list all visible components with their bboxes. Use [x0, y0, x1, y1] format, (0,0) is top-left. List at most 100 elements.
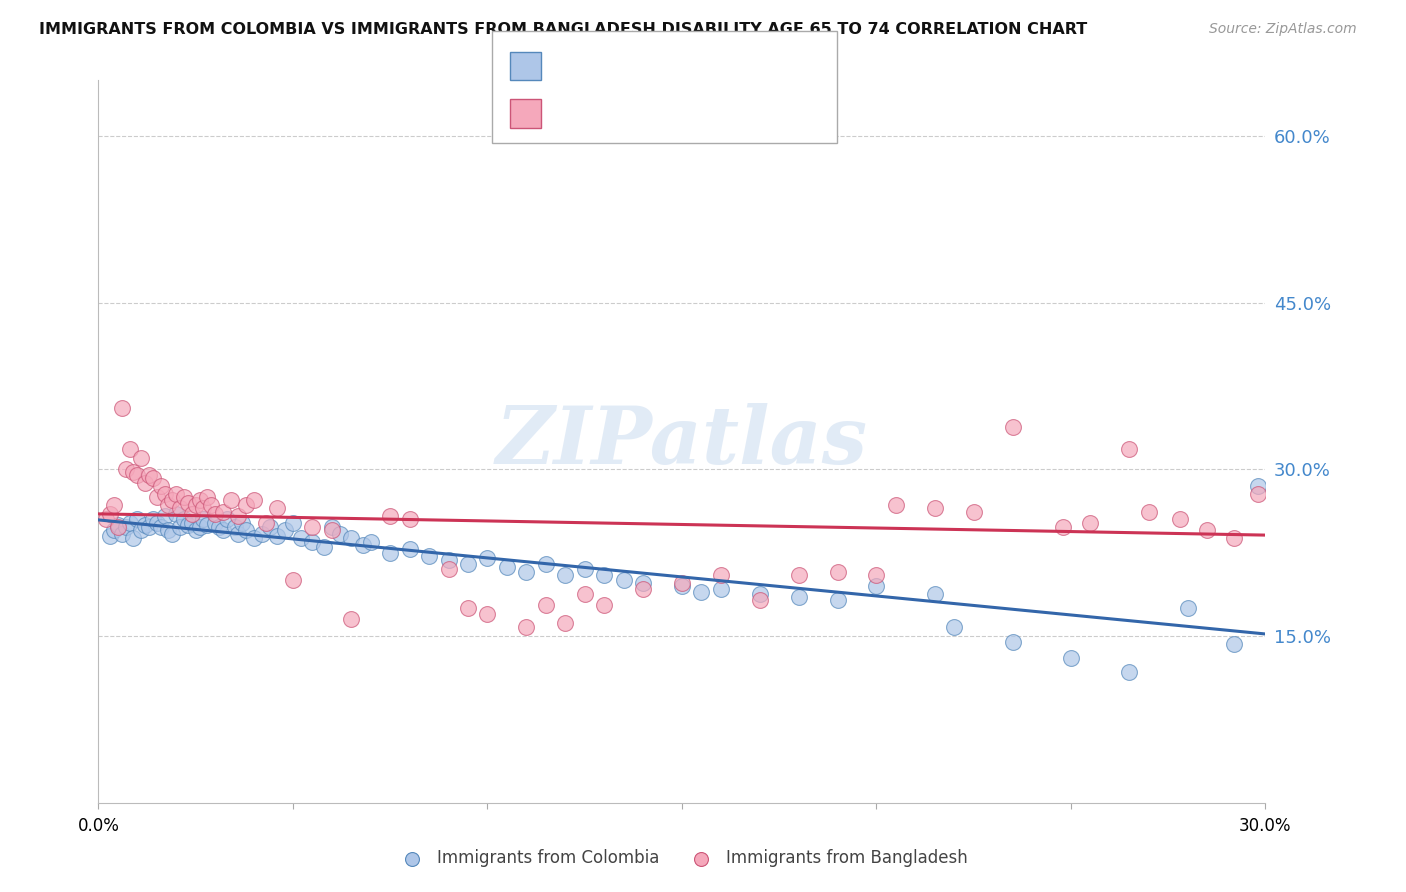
- Point: [142, 471, 165, 485]
- Point: [515, 565, 537, 579]
- Point: [228, 508, 250, 523]
- Point: [111, 401, 134, 416]
- Point: [281, 574, 304, 588]
- Point: [204, 507, 226, 521]
- Point: [690, 584, 713, 599]
- Point: [134, 475, 156, 490]
- Point: [204, 516, 226, 530]
- Point: [1118, 665, 1140, 679]
- Point: [1195, 524, 1218, 538]
- Text: R =  0.229   N = 72: R = 0.229 N = 72: [553, 104, 759, 122]
- Point: [1246, 479, 1268, 493]
- Point: [118, 442, 141, 457]
- Point: [157, 524, 180, 538]
- Point: [360, 534, 382, 549]
- Point: [748, 593, 770, 607]
- Point: [1001, 420, 1024, 434]
- Point: [477, 551, 499, 566]
- Point: [111, 526, 134, 541]
- Point: [96, 512, 118, 526]
- Point: [748, 587, 770, 601]
- Point: [134, 517, 156, 532]
- Point: [165, 507, 187, 521]
- Point: [274, 524, 297, 538]
- Point: [188, 520, 211, 534]
- Point: [787, 590, 810, 604]
- Point: [127, 512, 149, 526]
- Point: [631, 575, 654, 590]
- Point: [613, 574, 636, 588]
- Point: [865, 568, 887, 582]
- Point: [534, 557, 557, 571]
- Point: [457, 601, 479, 615]
- Point: [827, 593, 849, 607]
- Point: [243, 531, 266, 545]
- Text: ZIPatlas: ZIPatlas: [496, 403, 868, 480]
- Point: [266, 501, 288, 516]
- Point: [962, 505, 984, 519]
- Point: [146, 516, 169, 530]
- Point: [129, 451, 152, 466]
- Point: [180, 516, 202, 530]
- Point: [193, 512, 215, 526]
- Point: [884, 498, 907, 512]
- Point: [924, 587, 946, 601]
- Point: [173, 490, 195, 504]
- Point: [321, 524, 343, 538]
- Point: [1052, 520, 1074, 534]
- Point: [98, 529, 121, 543]
- Point: [118, 516, 141, 530]
- Point: [195, 517, 218, 532]
- Point: [290, 531, 312, 545]
- Point: [1223, 637, 1246, 651]
- Point: [1001, 634, 1024, 648]
- Point: [398, 542, 420, 557]
- Point: [631, 582, 654, 597]
- Point: [169, 501, 191, 516]
- Point: [212, 505, 235, 519]
- Point: [177, 496, 200, 510]
- Point: [169, 520, 191, 534]
- Point: [177, 517, 200, 532]
- Point: [266, 529, 288, 543]
- Point: [193, 501, 215, 516]
- Point: [787, 568, 810, 582]
- Point: [149, 479, 172, 493]
- Point: [943, 620, 966, 634]
- Point: [340, 531, 363, 545]
- Point: [188, 493, 211, 508]
- Point: [1118, 442, 1140, 457]
- Point: [153, 508, 176, 523]
- Point: [243, 493, 266, 508]
- Point: [710, 568, 733, 582]
- Point: [142, 512, 165, 526]
- Point: [103, 524, 125, 538]
- Point: [235, 498, 257, 512]
- Point: [157, 498, 180, 512]
- Point: [827, 565, 849, 579]
- Point: [1223, 531, 1246, 545]
- Point: [1137, 505, 1160, 519]
- Point: [418, 549, 440, 563]
- Point: [496, 560, 519, 574]
- Point: [173, 512, 195, 526]
- Point: [1324, 465, 1347, 479]
- Point: [1168, 512, 1191, 526]
- Point: [254, 516, 277, 530]
- Point: [184, 524, 207, 538]
- Point: [149, 520, 172, 534]
- Point: [380, 546, 402, 560]
- Point: [380, 508, 402, 523]
- Point: [1294, 475, 1316, 490]
- Point: [138, 520, 160, 534]
- Point: [437, 562, 460, 576]
- Point: [329, 526, 352, 541]
- Point: [301, 520, 323, 534]
- Point: [671, 575, 693, 590]
- Point: [554, 568, 576, 582]
- Point: [114, 520, 136, 534]
- Point: [437, 553, 460, 567]
- Point: [138, 467, 160, 482]
- Point: [219, 493, 242, 508]
- Point: [1177, 601, 1199, 615]
